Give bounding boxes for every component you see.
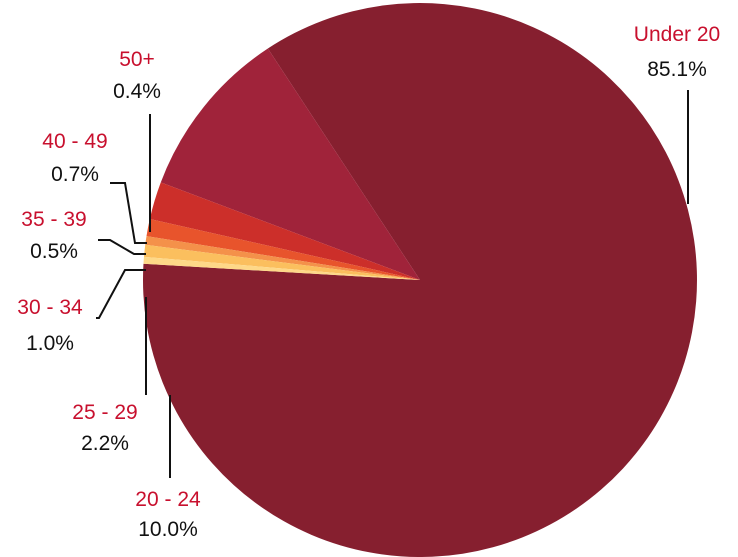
pie-slice-50 <box>143 256 420 280</box>
leader-line-35-39 <box>98 239 146 255</box>
slice-value-35-39: 0.5% <box>30 240 78 263</box>
leader-line-30-34 <box>96 269 146 319</box>
slice-label-under-20: Under 20 <box>634 23 720 46</box>
slice-value-20-24: 10.0% <box>138 518 198 541</box>
slice-value-40-49: 0.7% <box>51 163 99 186</box>
slice-label-25-29: 25 - 29 <box>72 401 137 424</box>
pie-slice-20-24 <box>160 48 421 280</box>
slice-value-30-34: 1.0% <box>26 332 74 355</box>
slice-value-50: 0.4% <box>113 80 161 103</box>
slice-label-30-34: 30 - 34 <box>17 296 83 319</box>
slice-label-20-24: 20 - 24 <box>135 488 201 511</box>
pie-slice-35-39 <box>145 236 420 280</box>
leader-line-40-49 <box>110 182 147 244</box>
pie-slice-30-34 <box>146 219 420 280</box>
slice-labels: Under 20 85.1% 20 - 24 10.0% 25 - 29 2.2% 30 -… <box>17 23 720 541</box>
pie-slice-25-29 <box>149 182 421 280</box>
pie-slices <box>143 3 697 557</box>
slice-value-under-20: 85.1% <box>647 58 707 81</box>
pie-slice-under-20 <box>143 3 697 557</box>
slice-value-25-29: 2.2% <box>81 432 129 455</box>
pie-slice-40-49 <box>143 244 420 280</box>
leader-lines <box>96 90 689 478</box>
slice-label-50: 50+ <box>119 48 155 71</box>
slice-label-40-49: 40 - 49 <box>42 130 107 153</box>
slice-label-35-39: 35 - 39 <box>21 208 86 231</box>
